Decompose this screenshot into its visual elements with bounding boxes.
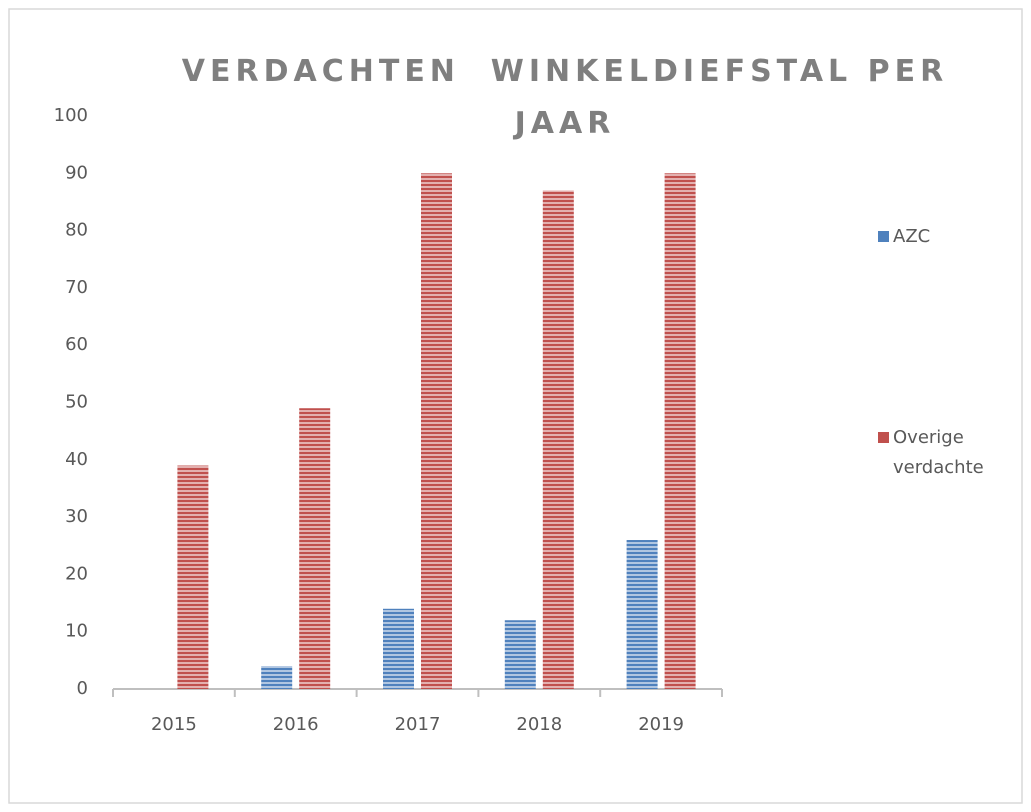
y-tick-label: 30 [65, 506, 88, 527]
y-tick-label: 40 [65, 449, 88, 470]
x-tick-label: 2017 [395, 714, 441, 735]
y-tick-label: 100 [54, 105, 88, 126]
x-tick-label: 2019 [638, 714, 684, 735]
bar [299, 408, 331, 689]
legend-swatch [878, 432, 889, 443]
x-tick-label: 2018 [516, 714, 562, 735]
x-tick-label: 2015 [151, 714, 197, 735]
y-tick-label: 50 [65, 392, 88, 413]
chart-title: VERDACHTEN WINKELDIEFSTAL PER JAAR [181, 54, 949, 141]
y-tick-label: 70 [65, 277, 88, 298]
legend-swatch [878, 231, 889, 242]
bar [421, 173, 452, 690]
y-tick-label: 0 [77, 678, 88, 699]
bar [626, 540, 658, 689]
y-tick-label: 80 [65, 220, 88, 241]
bar [261, 666, 293, 689]
y-tick-label: 10 [65, 621, 88, 642]
legend-item: Overige verdachte [878, 423, 1018, 483]
y-tick-label: 60 [65, 334, 88, 355]
legend-label: AZC [893, 226, 931, 247]
legend-label: Overige verdachte [893, 427, 984, 478]
y-tick-label: 20 [65, 563, 88, 584]
bar [542, 190, 574, 690]
y-tick-label: 90 [65, 162, 88, 183]
bar [383, 608, 414, 689]
bar [504, 620, 536, 689]
bar [664, 173, 696, 690]
bar [177, 465, 209, 689]
legend-item: AZC [878, 222, 1018, 252]
x-tick-label: 2016 [273, 714, 319, 735]
